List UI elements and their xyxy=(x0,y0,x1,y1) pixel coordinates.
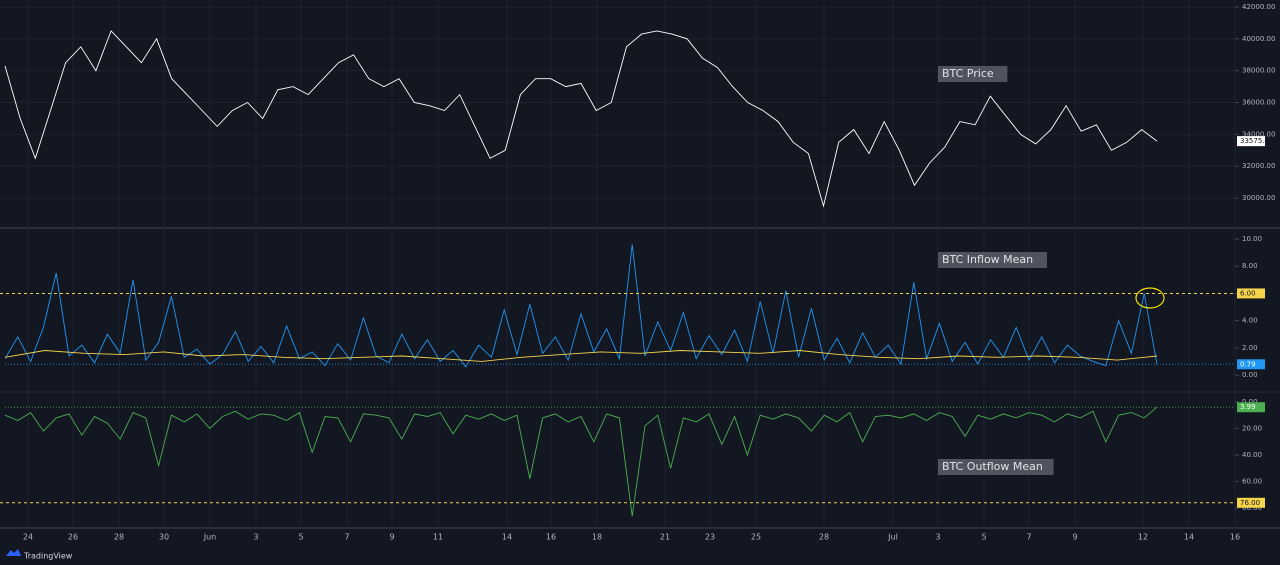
reference-label: 6.00 xyxy=(1240,289,1256,297)
x-tick-label: 14 xyxy=(502,533,512,542)
y-tick-label: 32000.00 xyxy=(1242,162,1275,170)
x-tick-label: 3 xyxy=(253,533,258,542)
x-tick-label: 21 xyxy=(660,533,670,542)
pane-label: BTC Inflow Mean xyxy=(942,253,1033,266)
pane-label: BTC Outflow Mean xyxy=(942,460,1043,473)
x-tick-label: 9 xyxy=(1072,533,1077,542)
x-tick-label: 5 xyxy=(298,533,303,542)
x-tick-label: 14 xyxy=(1184,533,1194,542)
logo-icon[interactable] xyxy=(6,549,21,556)
y-tick-label: 40.00 xyxy=(1242,451,1262,459)
pane-label-box xyxy=(938,252,1047,268)
x-tick-label: 3 xyxy=(935,533,940,542)
x-tick-label: 11 xyxy=(433,533,443,542)
reference-label: 76.00 xyxy=(1240,499,1260,507)
x-tick-label: 7 xyxy=(1026,533,1031,542)
y-tick-label: 0.00 xyxy=(1242,371,1258,379)
x-tick-label: 16 xyxy=(1230,533,1240,542)
x-tick-label: 28 xyxy=(819,533,829,542)
y-tick-label: 8.00 xyxy=(1242,262,1258,270)
line-series xyxy=(4,406,1158,517)
y-tick-label: 2.00 xyxy=(1242,344,1258,352)
x-tick-label: 12 xyxy=(1138,533,1148,542)
x-tick-label: Jun xyxy=(203,533,217,542)
x-tick-label: 18 xyxy=(592,533,602,542)
last-value-label: 0.79 xyxy=(1240,360,1256,368)
line-series xyxy=(4,244,1158,368)
line-series xyxy=(4,350,1158,362)
x-tick-label: 7 xyxy=(344,533,349,542)
x-tick-label: 16 xyxy=(546,533,556,542)
x-tick-label: 9 xyxy=(389,533,394,542)
brand[interactable]: TradingView xyxy=(23,552,73,561)
x-tick-label: 25 xyxy=(751,533,761,542)
last-value-label: 33575.49 xyxy=(1240,137,1273,145)
y-tick-label: 38000.00 xyxy=(1242,67,1275,75)
highlight-circle xyxy=(1135,287,1165,309)
reference-label-box xyxy=(1237,497,1265,508)
x-tick-label: 30 xyxy=(159,533,169,542)
pane-label-box xyxy=(938,66,1008,82)
x-tick-label: 5 xyxy=(981,533,986,542)
last-value-label: 3.99 xyxy=(1240,403,1256,411)
x-tick-label: 28 xyxy=(114,533,124,542)
reference-label-box xyxy=(1237,288,1265,299)
x-tick-label: Jul xyxy=(887,533,898,542)
y-tick-label: 20.00 xyxy=(1242,424,1262,432)
y-tick-label: 42000.00 xyxy=(1242,3,1275,11)
y-tick-label: 36000.00 xyxy=(1242,99,1275,107)
y-tick-label: 30000.00 xyxy=(1242,194,1275,202)
y-tick-label: 0.00 xyxy=(1242,398,1258,406)
y-tick-label: 10.00 xyxy=(1242,235,1262,243)
x-tick-label: 24 xyxy=(23,533,33,542)
pane-label-box xyxy=(938,459,1054,475)
line-series xyxy=(4,30,1158,208)
last-value-label-box xyxy=(1237,402,1265,413)
y-tick-label: 60.00 xyxy=(1242,478,1262,486)
y-tick-label: 80.00 xyxy=(1242,504,1262,512)
y-tick-label: 4.00 xyxy=(1242,317,1258,325)
x-tick-label: 26 xyxy=(68,533,78,542)
last-value-label-box xyxy=(1237,359,1265,370)
x-tick-label: 23 xyxy=(705,533,715,542)
y-tick-label: 34000.00 xyxy=(1242,130,1275,138)
pane-label: BTC Price xyxy=(942,67,994,80)
last-value-label-box xyxy=(1237,136,1265,147)
y-tick-label: 40000.00 xyxy=(1242,35,1275,43)
